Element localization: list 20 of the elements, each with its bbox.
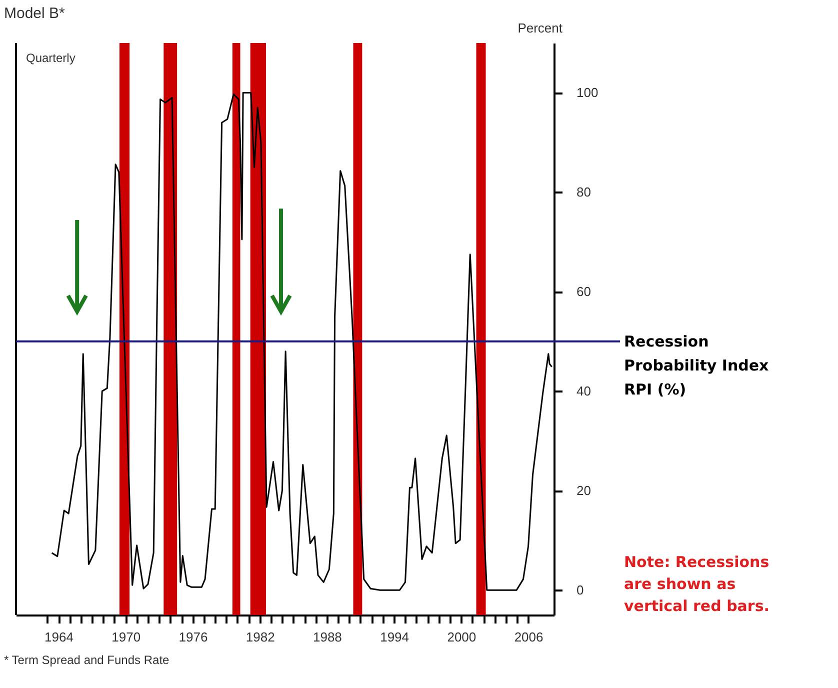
y-tick-label: 60	[576, 284, 591, 300]
x-tick-label: 1982	[246, 630, 275, 644]
text: Note: Recessions are shown as vertical red bars.	[624, 553, 770, 615]
annotation: Quarterly	[26, 51, 76, 65]
x-tick-label: 1988	[312, 630, 342, 644]
x-tick-label: 2006	[514, 630, 544, 644]
y-axis-title: Percent	[518, 20, 563, 36]
x-tick-label: 1964	[44, 630, 74, 644]
x-tick-label: 2000	[447, 630, 476, 644]
y-tick-label: 40	[576, 384, 591, 399]
ref-line-label: Recession Probability Index RPI (%)	[624, 332, 770, 398]
text: * Term Spread and Funds Rate	[4, 653, 170, 667]
y-tick-label: 100	[576, 85, 598, 100]
x-tick-label: 1994	[380, 630, 410, 644]
y-tick-label: 20	[576, 483, 591, 498]
x-tick-label: 1976	[178, 630, 208, 644]
y-tick-label: 80	[576, 184, 591, 200]
y-tick-label: 0	[576, 582, 584, 598]
x-tick-label: 1970	[112, 630, 141, 644]
chart-title: Model B*	[4, 5, 66, 22]
